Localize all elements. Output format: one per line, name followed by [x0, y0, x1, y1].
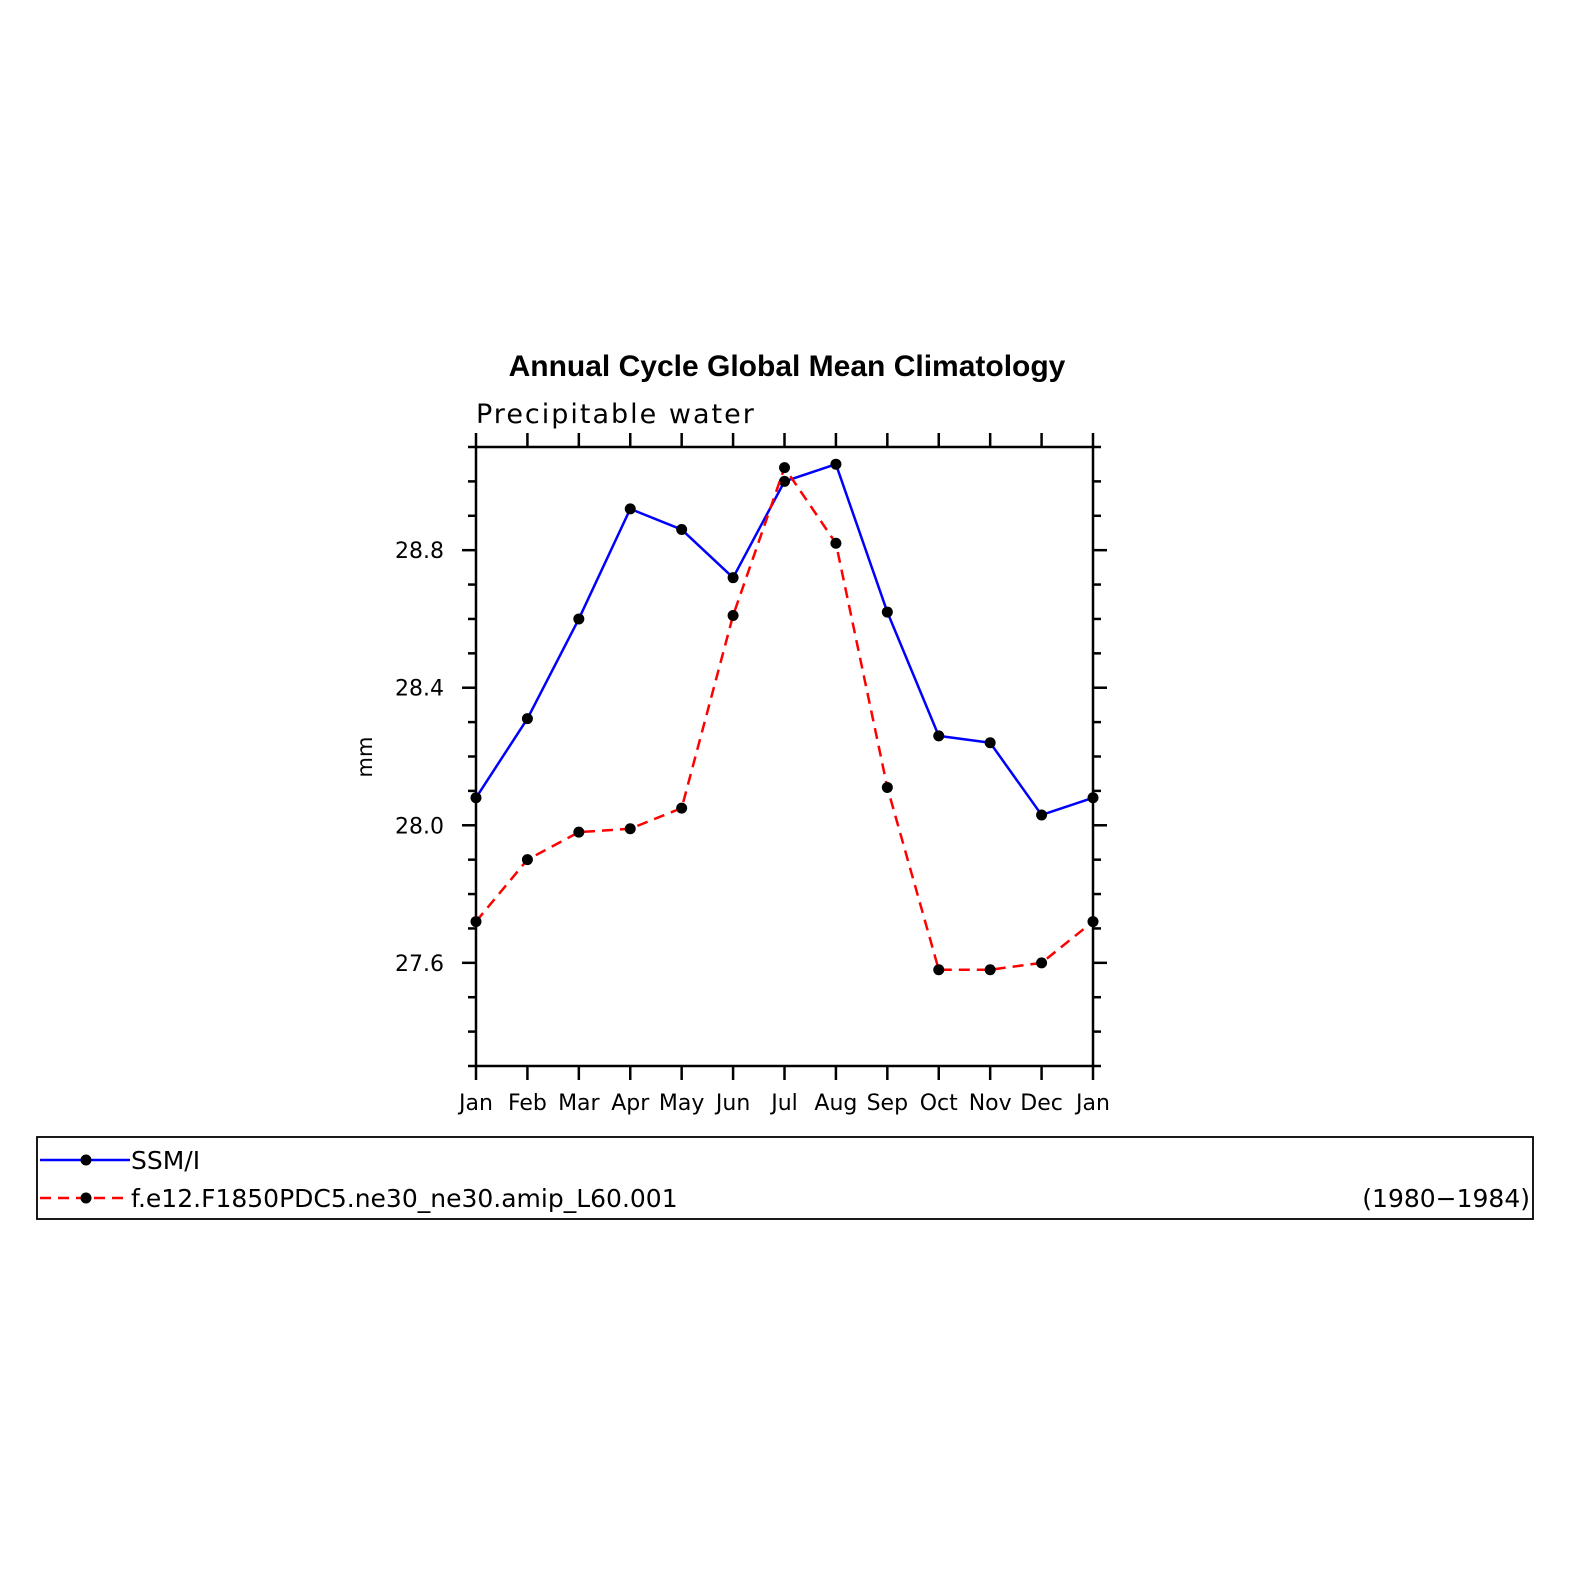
series-line — [475, 466, 1094, 971]
data-point — [470, 792, 482, 804]
x-tick-label: Dec — [1020, 1091, 1063, 1116]
x-tick-label: May — [659, 1091, 704, 1116]
data-point — [830, 458, 842, 470]
x-tick-label: Feb — [508, 1091, 547, 1116]
x-tick-label: Jan — [1074, 1091, 1110, 1116]
data-point — [1087, 916, 1099, 928]
x-tick-label: Nov — [969, 1091, 1012, 1116]
legend-marker-1 — [80, 1154, 92, 1166]
x-tick-label: Jun — [714, 1091, 750, 1116]
legend-label-2: f.e12.F1850PDC5.ne30_ne30.amip_L60.001 — [131, 1184, 678, 1213]
x-tick-label: Apr — [611, 1091, 650, 1116]
y-tick-label: 28.4 — [395, 677, 444, 702]
data-point — [881, 606, 893, 618]
data-point — [933, 730, 945, 742]
series-layer — [470, 458, 1099, 976]
data-point — [779, 475, 790, 487]
data-point — [1036, 957, 1048, 969]
data-point — [521, 713, 533, 725]
legend-marker-2 — [80, 1192, 92, 1204]
chart-title: Annual Cycle Global Mean Climatology — [509, 350, 1066, 383]
legend-extra-text: (1980−1984) — [1362, 1184, 1530, 1213]
data-point — [676, 524, 688, 536]
y-tick-label: 28.8 — [395, 539, 444, 564]
data-point — [624, 823, 636, 835]
y-axis-label: mm — [353, 737, 377, 778]
data-point — [1036, 809, 1048, 821]
data-point — [984, 737, 996, 749]
x-tick-label: Oct — [920, 1091, 958, 1116]
data-point — [624, 503, 636, 515]
data-point — [830, 537, 842, 549]
series-2 — [470, 462, 1099, 976]
data-point — [984, 964, 996, 976]
series-line — [474, 462, 1094, 817]
y-tick-label: 28.0 — [395, 814, 444, 839]
data-point — [727, 572, 739, 584]
data-point — [521, 854, 533, 866]
legend: SSM/I f.e12.F1850PDC5.ne30_ne30.amip_L60.… — [36, 1136, 1534, 1220]
data-point — [933, 964, 945, 976]
data-point — [881, 781, 893, 793]
legend-label-1: SSM/I — [131, 1146, 200, 1175]
x-tick-label: Mar — [558, 1091, 600, 1116]
data-point — [573, 613, 585, 625]
x-tick-label: Jul — [769, 1091, 798, 1116]
data-point — [1087, 792, 1099, 804]
x-tick-label: Jan — [457, 1091, 493, 1116]
x-tick-label: Aug — [814, 1091, 857, 1116]
data-point — [779, 462, 790, 474]
data-point — [727, 610, 739, 622]
data-point — [470, 916, 482, 928]
legend-box — [36, 1136, 1534, 1220]
chart-subtitle: Precipitable water — [476, 399, 756, 430]
y-tick-label: 27.6 — [395, 952, 444, 977]
data-point — [676, 802, 688, 814]
plot-axes: Jan Feb Mar Apr May Jun Jul Aug Sep Oct Nov Dec Jan 2… — [395, 433, 1110, 1116]
series-1 — [470, 458, 1099, 821]
x-tick-label: Sep — [867, 1091, 908, 1116]
data-point — [573, 826, 585, 838]
